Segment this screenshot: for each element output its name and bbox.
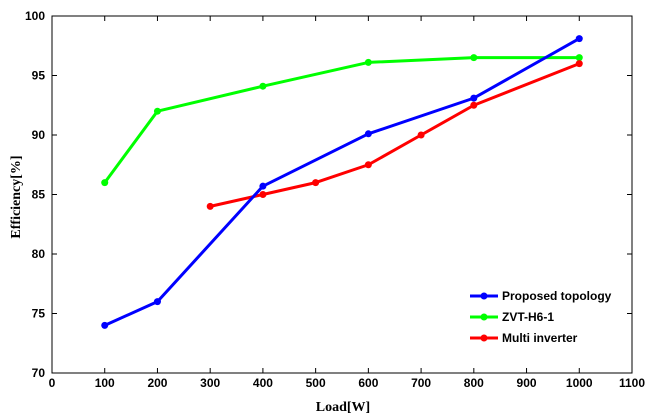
data-point	[153, 298, 161, 306]
legend-label: Proposed topology	[502, 289, 612, 303]
data-point	[364, 130, 372, 138]
data-point	[470, 94, 478, 102]
data-point	[206, 202, 214, 210]
x-axis-title: Load[W]	[316, 400, 370, 415]
data-point	[364, 161, 372, 169]
data-point	[575, 54, 583, 62]
series-proposed-topology	[101, 35, 583, 329]
legend-swatch-marker	[480, 313, 488, 321]
x-tick-label: 1100	[619, 376, 645, 390]
x-tick-label: 200	[147, 376, 167, 390]
x-tick-label: 100	[95, 376, 115, 390]
legend-swatch-marker	[480, 334, 488, 342]
data-point	[101, 321, 109, 329]
y-tick-label: 80	[32, 247, 46, 261]
data-point	[575, 35, 583, 43]
data-point	[470, 101, 478, 109]
data-point	[259, 82, 267, 90]
legend-swatch-marker	[480, 292, 488, 300]
x-tick-label: 800	[464, 376, 484, 390]
y-tick-label: 70	[32, 366, 46, 380]
series-multi-inverter	[206, 60, 583, 210]
x-tick-label: 0	[49, 376, 56, 390]
y-tick-label: 85	[32, 188, 46, 202]
data-point	[470, 54, 478, 62]
series-line	[104, 37, 581, 327]
y-axis-title: Efficiency[%]	[9, 155, 24, 238]
series-line	[103, 56, 580, 184]
x-tick-label: 300	[200, 376, 220, 390]
y-tick-label: 90	[32, 128, 46, 142]
data-point	[259, 191, 267, 198]
x-tick-label: 900	[517, 376, 537, 390]
data-point	[364, 58, 372, 66]
data-point	[259, 182, 267, 190]
data-point	[417, 131, 425, 139]
data-point	[575, 60, 583, 68]
data-point	[312, 179, 320, 187]
x-tick-label: 600	[358, 376, 378, 390]
y-tick-label: 100	[25, 9, 45, 23]
series-zvt-h6-1	[101, 54, 583, 187]
data-point	[153, 107, 161, 115]
legend: Proposed topology ZVT-H6-1 Multi inverter	[462, 284, 614, 354]
x-tick-label: 400	[253, 376, 273, 390]
x-tick-label: 700	[411, 376, 431, 390]
data-point	[101, 179, 109, 187]
series-layer	[101, 35, 583, 329]
x-tick-label: 500	[306, 376, 326, 390]
y-tick-label: 95	[32, 69, 46, 83]
x-tick-label: 1000	[566, 376, 593, 390]
y-tick-label: 75	[32, 307, 46, 321]
axis-ticks: 0 100 200 300 400 500 600 700 800 900 1000 1100 70 75…	[25, 9, 645, 390]
legend-label: Multi inverter	[502, 331, 578, 345]
legend-label: ZVT-H6-1	[502, 310, 554, 324]
